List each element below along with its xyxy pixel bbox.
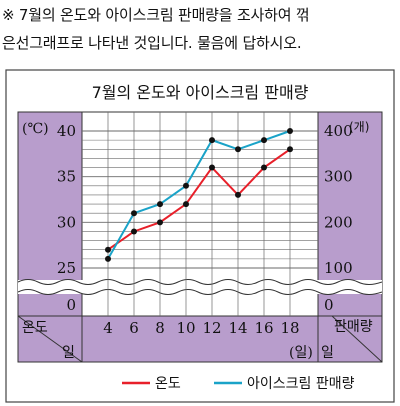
right-tick-label: 200 <box>324 213 353 231</box>
x-tick-label: 12 <box>202 319 221 337</box>
sales-point <box>183 182 189 189</box>
right-tick-label: 300 <box>324 168 353 186</box>
sales-point <box>131 210 137 217</box>
x-tick-label: 16 <box>254 319 273 337</box>
temperature-point <box>105 246 111 253</box>
temperature-point <box>287 146 293 153</box>
left-tick-label: 30 <box>57 213 76 231</box>
left-unit-label: (℃) <box>22 121 49 137</box>
left-header-top: 온도 <box>22 320 48 336</box>
sales-point <box>157 201 163 208</box>
sales-point <box>261 137 267 144</box>
temperature-point <box>157 219 163 226</box>
right-header-top: 판매량 <box>334 319 373 335</box>
sales-point <box>287 128 293 134</box>
x-tick-label: 18 <box>280 319 299 337</box>
temperature-series-line <box>107 148 291 251</box>
left-tick-label: 35 <box>57 168 76 186</box>
right-tick-label: 400 <box>324 122 353 140</box>
right-tick-label: 100 <box>324 259 353 277</box>
sales-series-line <box>107 130 291 260</box>
left-tick-label: 40 <box>57 122 76 140</box>
left-header-diagonal <box>17 315 83 363</box>
x-tick-label: 14 <box>228 319 247 337</box>
right-tick-label: 0 <box>324 296 334 314</box>
left-tick-label: 25 <box>57 259 76 277</box>
instruction-line-1: ※ 7월의 온도와 아이스크림 판매량을 조사하여 꺾 <box>2 6 310 24</box>
temperature-point <box>209 164 215 171</box>
sales-point <box>209 137 215 144</box>
right-unit-label: (개) <box>349 120 369 134</box>
legend-label-temperature: 온도 <box>155 376 181 392</box>
legend-label-sales: 아이스크림 판매량 <box>247 376 355 392</box>
temperature-point <box>131 228 137 235</box>
temperature-point <box>235 191 241 198</box>
break-line-upper <box>17 279 383 285</box>
sales-point <box>105 255 111 262</box>
left-tick-label: 0 <box>66 296 76 314</box>
x-tick-label: 8 <box>155 319 165 337</box>
instruction-line-2: 은선그래프로 나타낸 것입니다. 물음에 답하시오. <box>2 34 302 52</box>
break-line-lower <box>17 289 383 295</box>
chart-title: 7월의 온도와 아이스크림 판매량 <box>92 83 309 102</box>
temperature-point <box>261 164 267 171</box>
axis-break-gap <box>18 280 382 294</box>
right-header-diagonal <box>318 315 383 363</box>
sales-point <box>235 146 241 153</box>
left-header-bottom: 일 <box>62 345 75 361</box>
x-tick-label: 4 <box>103 319 113 337</box>
temperature-point <box>183 201 189 208</box>
x-tick-label: 6 <box>129 319 139 337</box>
x-tick-label: 10 <box>176 319 195 337</box>
right-header-bottom: 일 <box>321 345 334 361</box>
right-axis-panel <box>317 111 383 363</box>
x-unit-label: (일) <box>289 345 313 361</box>
